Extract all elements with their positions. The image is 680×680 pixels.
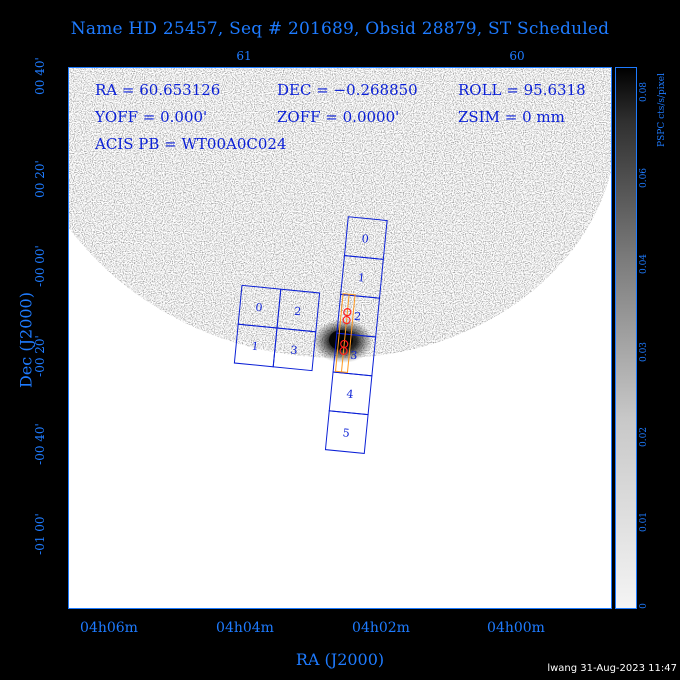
chip-label-i2: 2	[294, 305, 302, 319]
colorbar-tick-label: 0.04	[639, 253, 649, 275]
x-axis-label: RA (J2000)	[295, 650, 385, 669]
y-tick-label: -00 40'	[33, 423, 47, 465]
chip-label-i1: 1	[251, 340, 259, 354]
top-tick-label: 61	[236, 49, 252, 63]
dec-readout: DEC = −0.268850	[277, 81, 418, 99]
chip-label-s5: 5	[342, 426, 350, 440]
field-overlay: 0 1 2 3 4 5 0 2 1 3	[69, 68, 611, 454]
chip-label-s3: 3	[350, 349, 358, 363]
y-tick-label: 00 20'	[33, 160, 47, 198]
chip-label-s0: 0	[361, 232, 369, 246]
sky-image[interactable]: 0 1 2 3 4 5 0 2 1 3 RA = 60.65312	[68, 67, 612, 609]
zoff-readout: ZOFF = 0.0000'	[277, 108, 400, 126]
chip-label-s4: 4	[346, 387, 354, 401]
x-tick-label: 04h02m	[352, 620, 410, 636]
y-tick-label: -01 00'	[33, 513, 47, 555]
acis-chip	[324, 410, 369, 454]
acis-chip	[272, 327, 317, 372]
colorbar-tick-label: 0.08	[639, 81, 649, 103]
zsim-readout: ZSIM = 0 mm	[458, 108, 565, 126]
x-tick-label: 04h00m	[487, 620, 545, 636]
acis-s-array: 0 1 2 3 4 5	[324, 216, 388, 454]
colorbar-tick-label: 0.06	[639, 167, 649, 189]
colorbar-tick-label: 0	[639, 603, 649, 609]
aimpoint-overlay	[334, 293, 356, 373]
chip-label-i3: 3	[290, 343, 298, 357]
footer-stamp: lwang 31-Aug-2023 11:47	[547, 663, 677, 674]
colorbar-label: PSPC cts/s/pixel	[657, 73, 667, 147]
acis-pb-readout: ACIS PB = WT00A0C024	[95, 135, 287, 153]
x-tick-label: 04h06m	[80, 620, 138, 636]
top-tick-label: 60	[509, 49, 525, 63]
chip-label-s1: 1	[357, 271, 365, 285]
yoff-readout: YOFF = 0.000'	[95, 108, 208, 126]
ra-readout: RA = 60.653126	[95, 81, 221, 99]
y-tick-label: -00 00'	[33, 245, 47, 287]
chip-label-s2: 2	[353, 310, 361, 324]
colorbar-tick-label: 0.03	[639, 341, 649, 363]
roll-readout: ROLL = 95.6318	[458, 81, 586, 99]
x-tick-label: 04h04m	[216, 620, 274, 636]
acis-i-array: 0 2 1 3	[233, 284, 321, 372]
chip-label-i0: 0	[255, 301, 263, 315]
y-axis-label: Dec (J2000)	[16, 292, 36, 388]
colorbar-tick-label: 0.01	[639, 511, 649, 533]
colorbar-tick-label: 0.02	[639, 426, 649, 448]
colorbar	[615, 67, 637, 609]
plot-title: Name HD 25457, Seq # 201689, Obsid 28879…	[70, 19, 610, 39]
y-tick-label: 00 40'	[33, 57, 47, 95]
